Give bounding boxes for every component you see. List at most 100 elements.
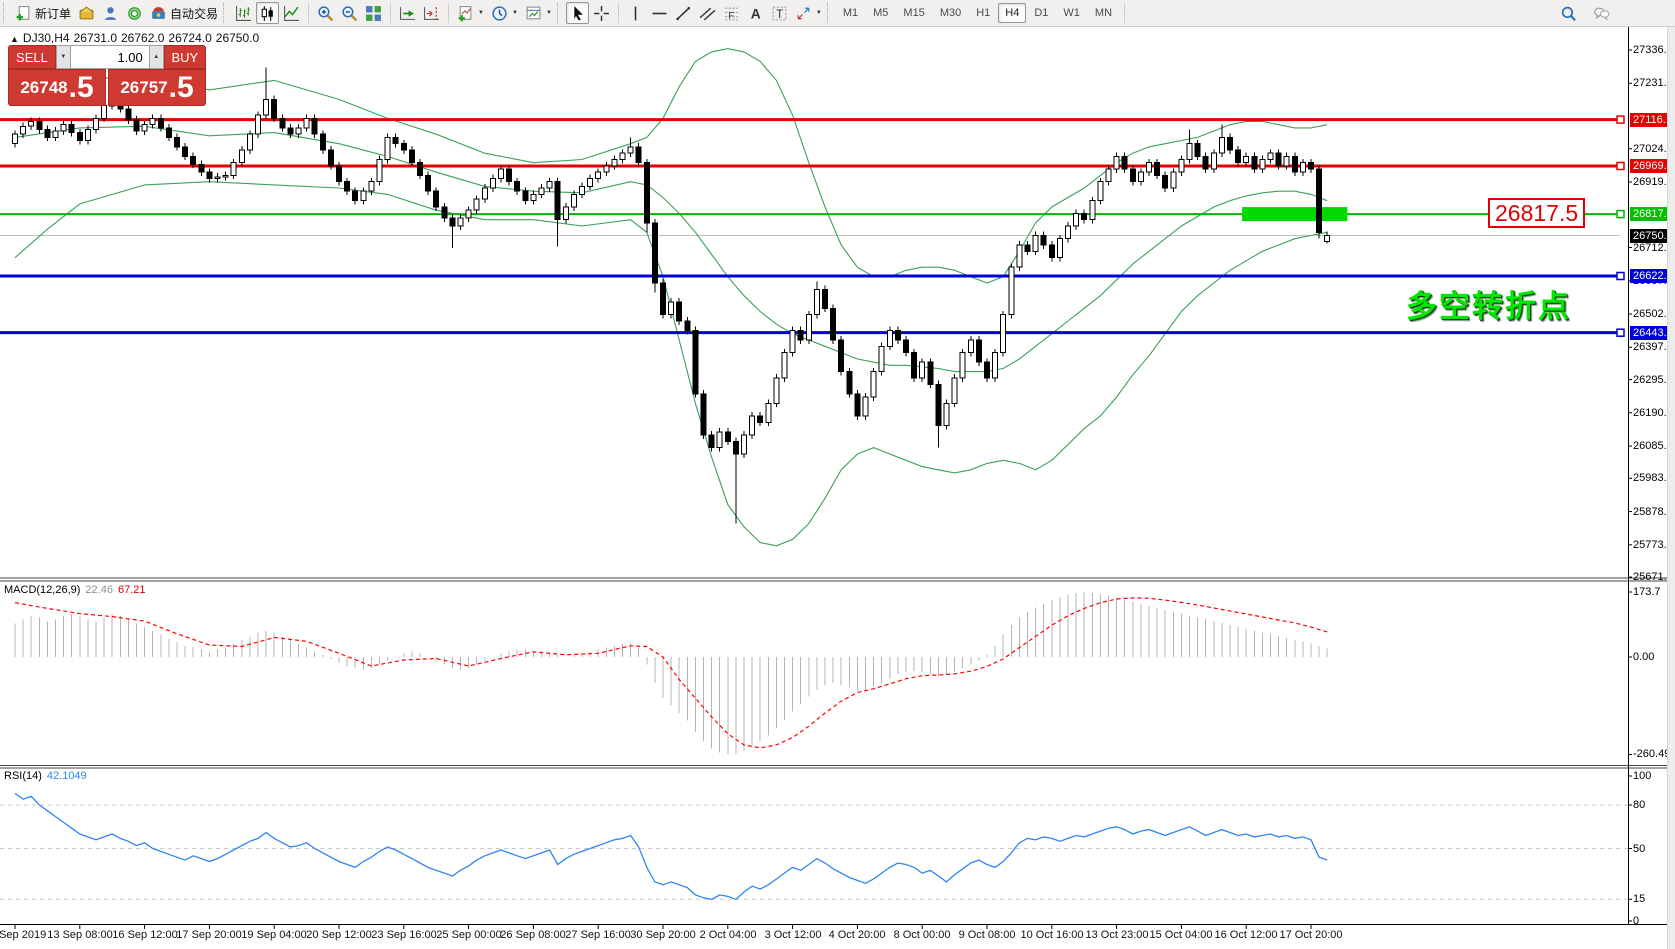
chevron-down-icon: ▼ (511, 10, 518, 16)
bars-icon (236, 5, 251, 21)
timeframe-w1-button[interactable]: W1 (1056, 3, 1087, 23)
profile-button[interactable] (75, 2, 98, 24)
rsi-line (14, 792, 1328, 901)
toolbar-separator (448, 3, 450, 23)
timeframe-d1-button[interactable]: D1 (1027, 3, 1055, 23)
highlight-zone[interactable] (1242, 207, 1348, 222)
rsi-indicator-label: RSI(14) 42.1049 (4, 770, 87, 782)
sell-price[interactable]: 26748 .5 (8, 69, 106, 106)
sell-button[interactable]: SELL (8, 45, 56, 69)
bar-chart-mode-button[interactable] (232, 2, 255, 24)
autoscroll-icon (400, 6, 415, 20)
indicators-button[interactable]: ▼ (454, 2, 487, 24)
macd-indicator-label: MACD(12,26,9) 22.46 67.21 (4, 584, 145, 596)
cursor-button[interactable] (565, 2, 589, 24)
macd-name: MACD(12,26,9) (4, 584, 81, 596)
low-value: 26724.0 (168, 31, 212, 45)
toolbar-grip[interactable] (556, 3, 562, 23)
connection-button[interactable] (123, 2, 146, 24)
bollinger-lower-band (14, 181, 1328, 547)
open-value: 26731.0 (73, 31, 117, 45)
autotrade-icon (152, 6, 165, 19)
toolbar-separator (617, 3, 619, 23)
rsi-name: RSI(14) (4, 770, 42, 782)
sell-price-pips: .5 (68, 70, 94, 104)
zoom-in-icon (318, 5, 334, 21)
profile-icon (79, 5, 94, 19)
buy-price-main: 26757 (120, 77, 168, 97)
timeframe-m30-button[interactable]: M30 (933, 3, 968, 23)
fibonacci-button[interactable]: F (720, 2, 743, 24)
chart-shift-button[interactable] (420, 2, 443, 24)
hline-icon (652, 12, 667, 14)
templates-button[interactable]: ▼ (522, 2, 555, 24)
line-chart-mode-button[interactable] (280, 2, 303, 24)
vertical-line-button[interactable] (624, 2, 647, 24)
linechart-icon (284, 5, 299, 21)
timeframe-m15-button[interactable]: M15 (896, 3, 931, 23)
auto-scroll-button[interactable] (396, 2, 419, 24)
cursor-icon (574, 5, 583, 21)
equidistant-channel-button[interactable] (696, 2, 719, 24)
svg-text:A: A (751, 5, 761, 21)
zoom-out-button[interactable] (338, 2, 361, 24)
new-order-button[interactable]: 新订单 (12, 2, 74, 24)
new-order-button-label: 新订单 (35, 6, 72, 21)
price-callout-label[interactable]: 26817.5 (1488, 198, 1586, 228)
toolbar-grip[interactable] (826, 3, 832, 23)
candlestick-mode-button[interactable] (256, 2, 280, 24)
svg-text:F: F (728, 10, 734, 21)
chevron-down-icon: ▼ (815, 10, 822, 16)
connection-icon (128, 6, 141, 20)
chevron-down-icon: ▼ (545, 10, 552, 16)
label-t-icon: T (772, 6, 787, 20)
close-value: 26750.0 (215, 31, 260, 45)
shift-icon (424, 6, 439, 20)
buy-price-pips: .5 (168, 70, 194, 104)
fibo-icon: F (725, 7, 738, 21)
data-window-button[interactable] (99, 2, 122, 24)
volume-increase-button[interactable]: ▲ (148, 45, 164, 69)
text-a-icon: A (751, 5, 761, 21)
text-label-button[interactable]: T (768, 2, 791, 24)
one-click-trade-panel: SELL ▼ ▲ BUY 26748 .5 26757 .5 (8, 45, 207, 106)
volume-decrease-button[interactable]: ▼ (55, 45, 71, 69)
toolbar-grip[interactable] (223, 3, 228, 23)
toolbar-grip[interactable] (3, 3, 8, 23)
crosshair-button[interactable] (590, 2, 613, 24)
rsi-value: 42.1049 (46, 770, 87, 782)
arrows-button[interactable]: ▼ (792, 2, 825, 24)
bollinger-middle-band (14, 125, 1328, 373)
horizontal-line-button[interactable] (648, 2, 671, 24)
volume-input[interactable] (70, 45, 149, 69)
chat-icon (1594, 7, 1610, 21)
template-icon (526, 6, 541, 19)
turning-point-annotation[interactable]: 多空转折点 (1406, 289, 1571, 324)
macd-signal-line (14, 597, 1328, 749)
auto-trading-button[interactable]: 自动交易 (147, 2, 221, 24)
zoom-in-button[interactable] (314, 2, 337, 24)
collapse-arrow-icon[interactable]: ▲ (10, 34, 19, 44)
buy-button[interactable]: BUY (163, 45, 207, 69)
periods-button[interactable]: ▼ (488, 2, 521, 24)
timeframe-h4-button[interactable]: H4 (998, 3, 1027, 23)
tile-windows-button[interactable] (362, 2, 385, 24)
timeframe-h1-button[interactable]: H1 (969, 3, 997, 23)
macd-main-value: 22.46 (85, 584, 113, 596)
timeframe-m5-button[interactable]: M5 (866, 3, 895, 23)
trendline-button[interactable] (672, 2, 695, 24)
toolbar-separator (390, 3, 392, 23)
buy-price[interactable]: 26757 .5 (108, 69, 206, 106)
user-icon (104, 6, 117, 20)
chat-button[interactable] (1590, 2, 1613, 24)
text-button[interactable]: A (744, 2, 767, 24)
timeframe-m1-button[interactable]: M1 (836, 3, 865, 23)
macd-histogram (14, 592, 1328, 755)
crosshair-icon (593, 5, 609, 21)
svg-text:T: T (776, 7, 783, 20)
search-button[interactable] (1557, 2, 1580, 24)
timeframe-mn-button[interactable]: MN (1088, 3, 1119, 23)
